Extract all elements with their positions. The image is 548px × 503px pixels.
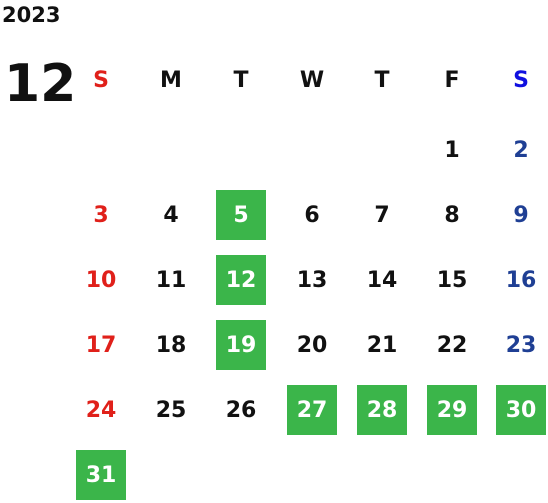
day: 1: [444, 137, 460, 163]
day: 16: [505, 267, 537, 293]
day: 4: [163, 202, 179, 228]
day: 7: [374, 202, 390, 228]
day: 20: [296, 332, 328, 358]
day: 23: [505, 332, 537, 358]
weekday-header: T: [233, 67, 249, 93]
day: 18: [155, 332, 187, 358]
weekday-header: S: [93, 67, 109, 93]
day: 9: [513, 202, 529, 228]
day: 3: [93, 202, 109, 228]
highlighted-day: 5: [216, 190, 266, 240]
weekday-header: S: [513, 67, 529, 93]
highlighted-day: 19: [216, 320, 266, 370]
day: 22: [436, 332, 468, 358]
day: 10: [85, 267, 117, 293]
day: 6: [304, 202, 320, 228]
day: 15: [436, 267, 468, 293]
weekday-header: M: [160, 67, 182, 93]
day: 8: [444, 202, 460, 228]
weekday-header: T: [374, 67, 390, 93]
day: 2: [513, 137, 529, 163]
day: 11: [155, 267, 187, 293]
day: 21: [366, 332, 398, 358]
highlighted-day: 29: [427, 385, 477, 435]
day: 26: [225, 397, 257, 423]
highlighted-day: 12: [216, 255, 266, 305]
weekday-header: W: [299, 67, 325, 93]
weekday-header: F: [444, 67, 460, 93]
day: 14: [366, 267, 398, 293]
day: 13: [296, 267, 328, 293]
month: 12: [4, 54, 77, 114]
year: 2023: [2, 3, 61, 27]
highlighted-day: 31: [76, 450, 126, 500]
day: 24: [85, 397, 117, 423]
highlighted-day: 30: [496, 385, 546, 435]
day: 25: [155, 397, 187, 423]
day: 17: [85, 332, 117, 358]
highlighted-day: 28: [357, 385, 407, 435]
highlighted-day: 27: [287, 385, 337, 435]
